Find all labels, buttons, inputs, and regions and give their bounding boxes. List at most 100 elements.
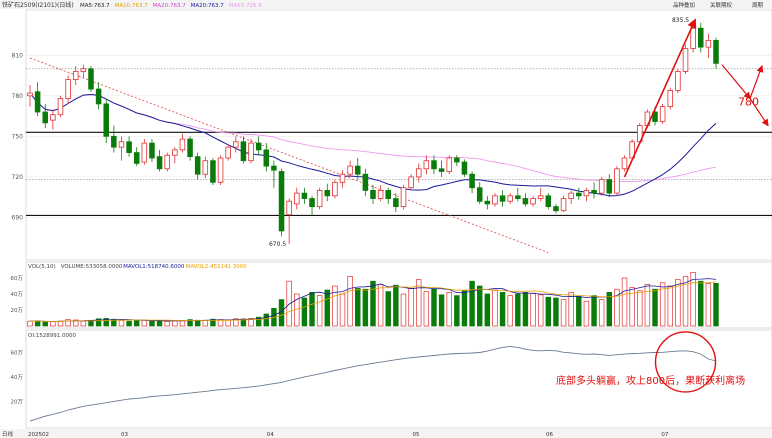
candle-body — [179, 138, 186, 151]
low-price-label: 670.5 — [269, 241, 286, 248]
candle-body — [263, 149, 270, 167]
volume-bar — [95, 318, 102, 327]
candle-body — [705, 39, 712, 48]
volume-bar — [347, 276, 353, 327]
header-button-0[interactable]: 品种叠加 — [673, 1, 695, 9]
oi-axis: 60万 40万 20万 — [11, 349, 24, 405]
volume-bar — [713, 283, 719, 327]
candle-body — [210, 160, 216, 183]
chart-title: 铁矿石2509(I2101)(日线) — [2, 1, 74, 9]
ma-label-0: MA5:763.7 — [80, 3, 110, 9]
candle-body — [362, 173, 369, 191]
candle-body — [659, 106, 666, 122]
volume-bar — [408, 288, 414, 327]
candle-body — [713, 39, 719, 64]
volume-bar — [690, 272, 696, 327]
volume-bar — [316, 295, 323, 327]
candle-body — [690, 27, 696, 49]
month-label-03: 03 — [121, 432, 128, 438]
candles — [27, 20, 719, 244]
price-panel-frame — [25, 9, 772, 261]
rally-arrow — [623, 18, 697, 178]
volume-bar — [126, 320, 132, 327]
volume-legend-2: MAVOL1:518740.6000 — [123, 264, 185, 270]
volume-bar — [225, 319, 231, 327]
ma-label-3: MA20:763.7 — [191, 3, 225, 9]
candle-body — [50, 114, 56, 121]
volume-bar — [461, 290, 468, 327]
header-bar — [0, 0, 772, 9]
candle-body — [88, 68, 94, 90]
candle-body — [278, 171, 285, 232]
ma-label-1: MA10:763.7 — [115, 3, 149, 9]
header-buttons[interactable]: 品种叠加 关联期权 周期 — [673, 1, 764, 9]
volume-bar — [370, 280, 376, 327]
volume-bar — [446, 292, 452, 327]
oi-panel-frame — [25, 329, 772, 429]
trendline — [29, 57, 549, 253]
candle-body — [492, 195, 498, 205]
volume-bar — [50, 321, 56, 327]
candle-body — [194, 156, 201, 175]
header-button-2[interactable]: 周期 — [752, 2, 764, 9]
candle-body — [111, 135, 117, 148]
candle-body — [286, 200, 292, 216]
volume-bar — [80, 320, 87, 327]
volume-bar — [423, 291, 430, 327]
candle-body — [515, 195, 521, 199]
month-label-04: 04 — [267, 432, 274, 438]
candle-body — [431, 160, 437, 170]
volume-bar — [499, 292, 506, 327]
oi-label: OI:1528991.0000 — [28, 333, 77, 339]
oi-tick-1: 40万 — [11, 374, 24, 381]
volume-bar — [393, 284, 399, 327]
volume-bar — [469, 280, 475, 327]
volume-bar — [248, 318, 254, 327]
candle-body — [187, 138, 193, 158]
candle-body — [95, 88, 102, 105]
volume-bar — [682, 276, 689, 327]
candle-body — [629, 141, 635, 159]
candle-body — [149, 142, 155, 159]
volume-bar — [416, 279, 422, 327]
volume-tick-1: 40万 — [11, 291, 24, 298]
oi-highlight-circle — [654, 331, 717, 393]
candle-body — [553, 206, 559, 212]
oi-panel: OI:1528991.0000 60万 40万 20万 底部多头躺赢，攻上800后，… — [11, 329, 772, 429]
candle-body — [393, 198, 399, 208]
candle-body — [682, 48, 689, 72]
candle-body — [675, 71, 681, 91]
oi-tick-2: 20万 — [11, 398, 24, 405]
ma-label-2: MA20:763.7 — [153, 3, 187, 9]
volume-bar — [34, 320, 41, 327]
candle-body — [164, 154, 170, 170]
candle-body — [377, 190, 384, 199]
ma-legend: MA5:763.7 MA10:763.7 MA20:763.7 MA20:763.7 M… — [80, 3, 262, 9]
volume-bar — [233, 318, 239, 327]
volume-bar — [576, 296, 582, 327]
annotations: 835.5 670.5 780 — [269, 17, 769, 248]
candle-body — [34, 91, 41, 113]
price-axis: 810 780 750 720 690 — [12, 52, 24, 221]
volume-bar — [255, 316, 262, 327]
oi-line — [29, 345, 717, 422]
candle-body — [591, 190, 597, 194]
volume-bar — [202, 320, 209, 327]
volume-tick-2: 20万 — [11, 307, 24, 314]
candle-body — [294, 192, 300, 205]
candle-body — [499, 195, 506, 202]
volume-bar — [560, 299, 567, 327]
header-button-1[interactable]: 关联期权 — [710, 1, 733, 9]
volume-bar — [210, 318, 216, 327]
volume-bar — [263, 313, 270, 327]
volume-legend: VOL(5,10) VOLUME:533058.0000 MAVOL1:518740… — [28, 264, 247, 270]
candle-body — [156, 156, 163, 170]
continuation-arrow — [749, 98, 769, 127]
price-tick-4: 690 — [12, 214, 24, 221]
candle-body — [385, 190, 392, 199]
candle-body — [42, 111, 49, 124]
volume-legend-0: VOL(5,10) — [28, 264, 56, 270]
candle-body — [560, 198, 567, 212]
oi-annotations: 底部多头躺赢，攻上800后，果断获利离场 — [556, 331, 745, 393]
